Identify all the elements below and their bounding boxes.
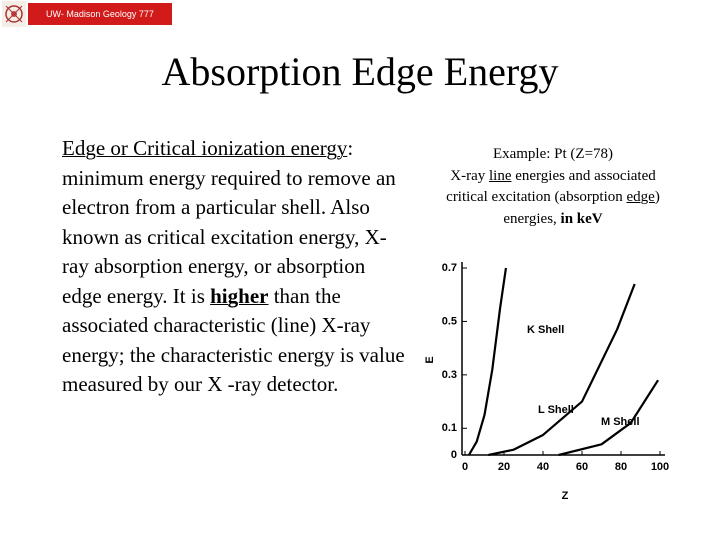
y-axis-label: E (424, 356, 436, 363)
curve (558, 379, 659, 457)
text: X-ray (450, 167, 489, 184)
text: : minimum energy required to remove an e… (62, 136, 396, 308)
text: edge (626, 189, 655, 205)
text: line (488, 167, 512, 184)
y-tick-label: 0.1 (442, 422, 457, 434)
y-tick-label: 0.7 (442, 262, 457, 274)
x-tick-label: 0 (462, 461, 468, 473)
text: in keV (560, 210, 603, 227)
slide-title: Absorption Edge Energy (161, 49, 559, 94)
y-tick-label: 0 (451, 449, 457, 461)
figure-caption: Example: Pt (Z=78) X-ray line energies an… (440, 144, 666, 230)
curve (467, 267, 508, 456)
caption-line: Example: Pt (Z=78) (492, 146, 614, 162)
curve (488, 283, 636, 457)
x-tick-label: 40 (537, 461, 549, 473)
body-text: Edge or Critical ionization energy: mini… (62, 134, 407, 400)
series-label: K Shell (527, 324, 564, 336)
y-tick-label: 0.3 (442, 369, 457, 381)
text: than the associated characteristic (line… (62, 283, 405, 397)
x-tick-label: 100 (651, 461, 669, 473)
x-axis-label: Z (562, 490, 569, 502)
x-tick-label: 60 (576, 461, 588, 473)
y-tick-label: 0.5 (442, 315, 457, 327)
logo (2, 1, 26, 27)
emphasis: higher (210, 283, 269, 308)
x-tick-label: 20 (498, 461, 510, 473)
series-label: M Shell (601, 416, 640, 428)
text: ) energies, (503, 189, 660, 227)
text: energies and associated critical excitat… (446, 167, 656, 206)
series-label: L Shell (538, 404, 574, 416)
term: Edge or Critical ionization energy (62, 136, 348, 160)
x-tick-label: 80 (615, 461, 627, 473)
course-badge: UW- Madison Geology 777 (28, 3, 172, 25)
